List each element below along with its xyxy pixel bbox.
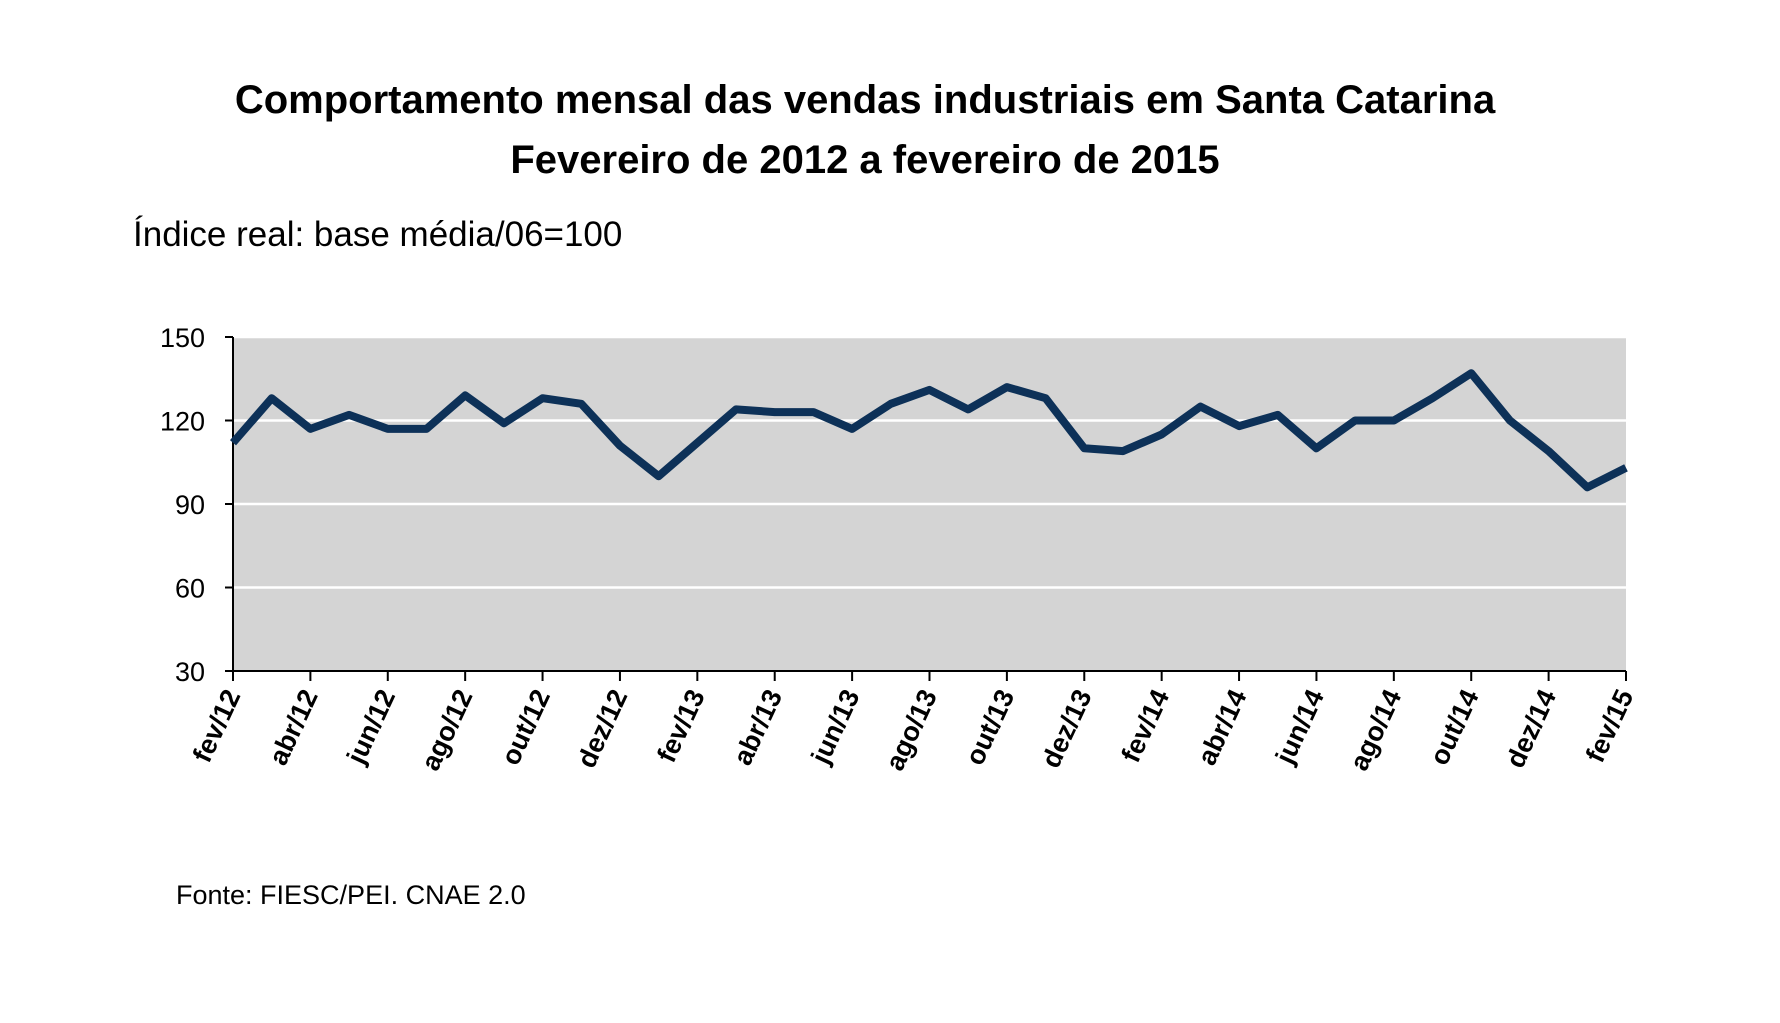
series-line-vendas — [229, 369, 1628, 492]
x-tick-label-out-14: out/14 — [1424, 685, 1485, 770]
x-tick-label-out-12: out/12 — [495, 685, 556, 770]
x-tick-label-fev-13: fev/13 — [651, 685, 711, 767]
x-tick-label-fev-15: fev/15 — [1580, 685, 1640, 767]
chart-title: Comportamento mensal das vendas industri… — [234, 78, 1496, 122]
chart-subtitle: Fevereiro de 2012 a fevereiro de 2015 — [510, 138, 1220, 182]
x-tick-label-abr-12: abr/12 — [263, 685, 324, 770]
x-tick-label-fev-14: fev/14 — [1116, 685, 1176, 767]
x-tick-label-fev-12: fev/12 — [187, 685, 247, 767]
x-tick-label-out-13: out/13 — [960, 685, 1021, 770]
y-tick-label-150: 150 — [160, 323, 205, 353]
y-tick-label-60: 60 — [175, 574, 205, 604]
x-tick-label-ago-14: ago/14 — [1344, 685, 1407, 775]
x-tick-label-dez-13: dez/13 — [1036, 685, 1098, 772]
y-axis-unit-label: Índice real: base média/06=100 — [133, 215, 623, 254]
source-note: Fonte: FIESC/PEI. CNAE 2.0 — [176, 880, 526, 910]
x-tick-label-dez-12: dez/12 — [571, 685, 633, 772]
x-tick-label-abr-14: abr/14 — [1192, 685, 1253, 770]
y-tick-label-30: 30 — [175, 657, 205, 687]
x-tick-label-jun-14: jun/14 — [1269, 685, 1330, 769]
y-tick-label-120: 120 — [160, 407, 205, 437]
x-tick-label-abr-13: abr/13 — [727, 685, 788, 770]
x-tick-label-jun-13: jun/13 — [805, 685, 866, 769]
x-tick-label-ago-12: ago/12 — [415, 685, 478, 775]
x-tick-label-dez-14: dez/14 — [1500, 685, 1562, 772]
x-tick-label-jun-12: jun/12 — [341, 685, 402, 769]
y-tick-label-90: 90 — [175, 490, 205, 520]
x-tick-label-ago-13: ago/13 — [880, 685, 943, 775]
